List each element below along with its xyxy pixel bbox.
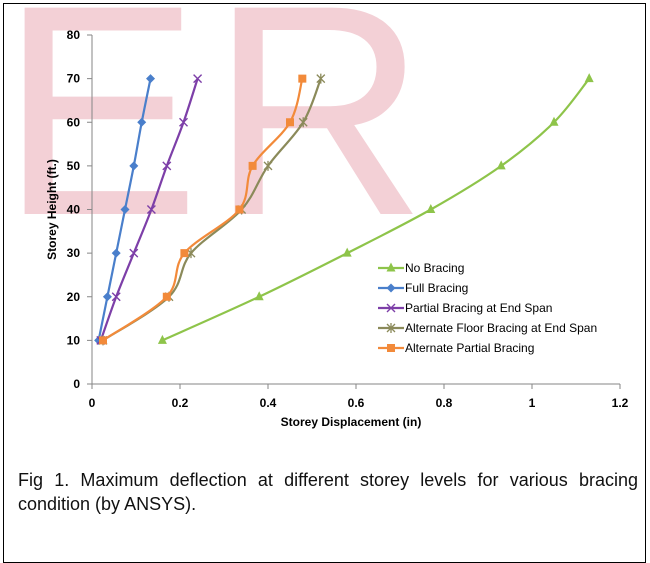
- series-line-2: [99, 78, 199, 341]
- x-tick-label: 0: [89, 396, 96, 410]
- x-axis-label: Storey Displacement (in): [281, 415, 422, 429]
- data-point: [584, 73, 594, 83]
- data-point: [157, 334, 167, 344]
- data-point: [180, 249, 189, 258]
- data-point: [254, 291, 264, 301]
- x-tick-label: 0.4: [260, 396, 277, 410]
- series-line-3: [102, 78, 322, 342]
- data-point: [263, 160, 273, 171]
- data-point: [342, 247, 352, 257]
- line-chart: 0 10 20 30 40 50 60 70 80 0 0.2 0.4 0.6 0.8 1 1.2 Storey…: [45, 28, 629, 429]
- legend-marker: [386, 283, 396, 293]
- y-tick-label: 20: [67, 290, 81, 304]
- data-point: [120, 205, 130, 214]
- legend-marker: [387, 344, 395, 352]
- data-point: [111, 248, 121, 258]
- y-tick-label: 50: [67, 159, 81, 173]
- data-point: [129, 161, 139, 171]
- y-tick-label: 0: [73, 377, 80, 391]
- watermark: ER: [0, 0, 437, 278]
- data-point: [235, 205, 244, 214]
- x-tick-label: 1.2: [612, 396, 629, 410]
- data-point: [102, 292, 112, 302]
- legend-marker: [386, 323, 396, 333]
- x-tick-label: 0.2: [172, 396, 189, 410]
- legend-label: Partial Bracing at End Span: [405, 301, 552, 315]
- data-point: [248, 161, 257, 170]
- data-point: [549, 116, 559, 126]
- data-point: [316, 73, 326, 84]
- data-point: [179, 117, 189, 127]
- legend-marker: [386, 303, 396, 313]
- data-point: [496, 160, 506, 170]
- series-line-4: [102, 78, 304, 342]
- y-tick-label: 10: [67, 333, 81, 347]
- data-point: [298, 117, 308, 128]
- x-tick-label: 0.8: [436, 396, 453, 410]
- data-point: [426, 204, 436, 213]
- y-tick-label: 80: [67, 28, 81, 42]
- legend-label: No Bracing: [405, 261, 464, 275]
- data-point: [137, 117, 147, 127]
- y-tick-label: 70: [67, 72, 81, 86]
- legend-label: Full Bracing: [405, 281, 468, 295]
- data-point: [162, 161, 172, 171]
- data-point: [298, 74, 307, 83]
- data-point: [99, 336, 107, 345]
- y-tick-label: 40: [67, 203, 81, 217]
- legend-label: Alternate Floor Bracing at End Span: [405, 321, 597, 335]
- y-tick-label: 30: [67, 246, 81, 260]
- legend-label: Alternate Partial Bracing: [405, 341, 534, 355]
- data-point: [162, 292, 171, 301]
- data-point: [146, 205, 156, 214]
- data-point: [111, 292, 121, 302]
- x-tick-label: 0.6: [348, 396, 365, 410]
- x-tick-label: 1: [529, 396, 536, 410]
- data-point: [146, 74, 156, 84]
- data-point: [129, 248, 139, 258]
- data-point: [193, 74, 203, 84]
- legend-marker: [386, 262, 396, 272]
- data-point: [286, 118, 294, 127]
- y-tick-label: 60: [67, 115, 81, 129]
- y-axis-label: Storey Height (ft.): [45, 159, 59, 260]
- figure-caption: Fig 1. Maximum deflection at different s…: [18, 470, 638, 514]
